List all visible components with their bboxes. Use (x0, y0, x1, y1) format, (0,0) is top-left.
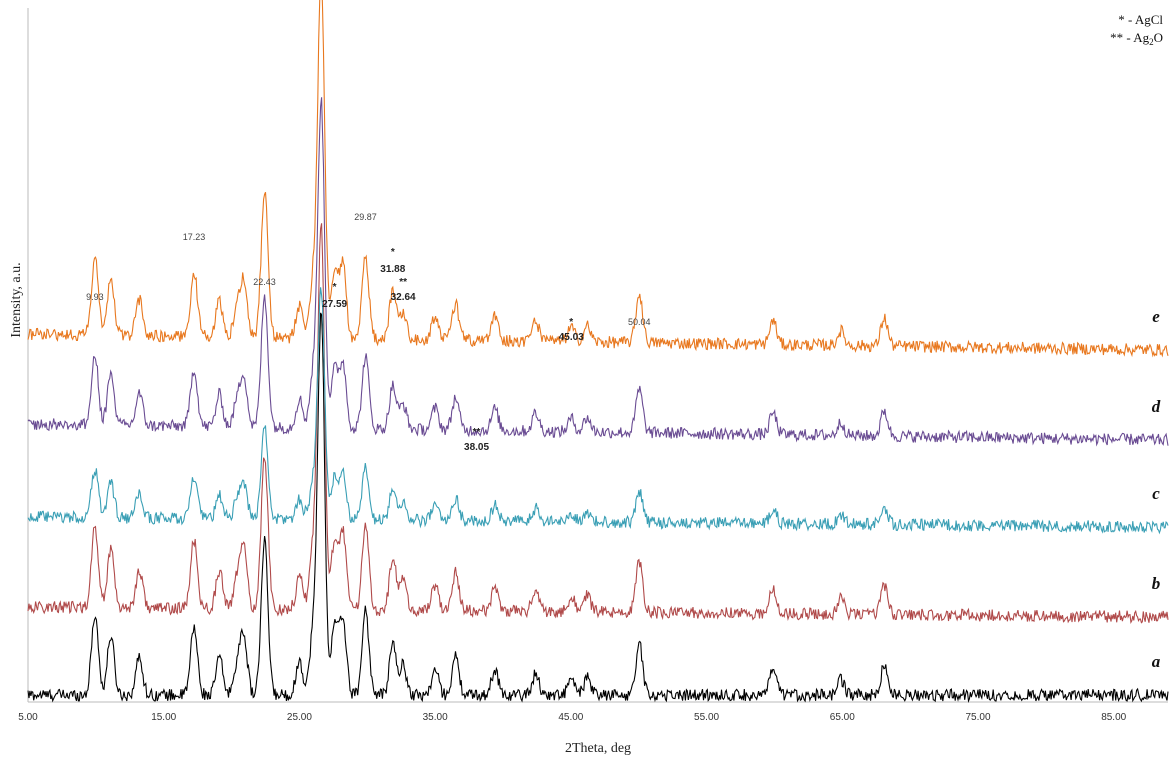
peak-label: * (391, 247, 395, 258)
series-group (27, 0, 1169, 703)
series-line-c (27, 287, 1169, 535)
y-axis-title: Intensity, a.u. (9, 262, 24, 337)
curve-label-b: b (1152, 574, 1161, 593)
legend: * - AgCl ** - Ag2O (1110, 12, 1163, 47)
curve-label-a: a (1152, 652, 1161, 671)
x-tick-label: 35.00 (423, 712, 448, 723)
curve-label-e: e (1152, 307, 1160, 326)
peak-label: * (333, 282, 337, 293)
x-tick-labels: 5.00 15.00 25.00 35.00 45.00 55.00 65.00 75.00 8… (18, 712, 1126, 723)
peak-label: 50.04 (628, 317, 651, 327)
x-tick-label: 65.00 (830, 712, 855, 723)
peak-label: 27.59 (322, 299, 347, 310)
x-tick-label: 75.00 (965, 712, 990, 723)
peak-label: 45.03 (559, 332, 584, 343)
series-line-d (27, 97, 1169, 447)
legend-item-ag2o: ** - Ag2O (1110, 30, 1163, 47)
x-tick-label: 55.00 (694, 712, 719, 723)
x-tick-label: 85.00 (1101, 712, 1126, 723)
series-line-e (27, 0, 1169, 358)
plot-area (27, 8, 1168, 703)
peak-label: 17.23 (183, 232, 206, 242)
legend-item-agcl: * - AgCl (1118, 12, 1163, 27)
curve-label-c: c (1152, 484, 1160, 503)
x-tick-label: 25.00 (287, 712, 312, 723)
x-tick-label: 45.00 (558, 712, 583, 723)
peak-label: ** (473, 427, 481, 438)
peak-label: 22.43 (253, 277, 276, 287)
peak-label: 29.87 (354, 212, 377, 222)
peak-label: 38.05 (464, 442, 489, 453)
peak-label: * (569, 317, 573, 328)
x-axis-title: 2Theta, deg (565, 741, 631, 756)
peak-labels-group: 9.93 17.23 22.43 * 27.59 29.87 * 31.88 ** 32.64 * 4… (86, 212, 650, 453)
peak-label: ** (399, 277, 407, 288)
curve-label-d: d (1152, 397, 1161, 416)
peak-label: 9.93 (86, 292, 104, 302)
x-tick-label: 5.00 (18, 712, 38, 723)
curve-labels-group: a b c d e (1152, 307, 1161, 671)
peak-label: 32.64 (391, 292, 416, 303)
series-line-a (27, 312, 1169, 703)
x-tick-label: 15.00 (151, 712, 176, 723)
series-line-b (27, 223, 1169, 625)
peak-label: 31.88 (380, 264, 405, 275)
